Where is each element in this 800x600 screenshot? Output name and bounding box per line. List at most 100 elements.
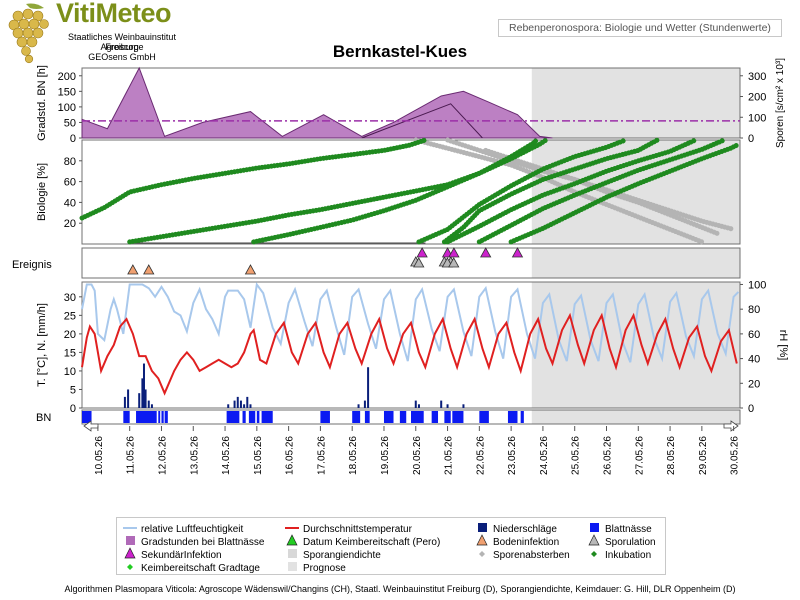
sporenabsterben-series-1: [413, 137, 705, 245]
precipitation-bar: [367, 367, 370, 408]
x-tick-label: 13.05.26: [189, 436, 200, 475]
legend-glyph-diamond: [479, 551, 485, 557]
legend-glyph-triangle: [588, 534, 600, 546]
precipitation-bar: [363, 400, 366, 408]
tick-label-biologie: 80: [64, 156, 76, 168]
legend-glyph-square: [288, 549, 297, 558]
chart-title: Bernkastel-Kues: [332, 42, 468, 61]
legend-glyph-square: [590, 523, 599, 532]
blattnaesse-interval: [452, 411, 464, 423]
bn-label: BN: [36, 412, 51, 424]
org-line-1: Staatliches Weinbauinstitut Freiburg: [68, 32, 176, 52]
legend-label: Gradstunden bei Blattnässe: [141, 537, 265, 548]
vitimeteo-logo: VitiMeteo Staatliches Weinbauinstitut Fr…: [6, 0, 196, 66]
forecast-shade-wx: [531, 282, 740, 408]
precipitation-bar: [141, 378, 144, 408]
forecast-shade-grad: [531, 68, 740, 138]
legend-label: Sporangiendichte: [303, 550, 381, 561]
tick-label-biologie: 40: [64, 197, 76, 209]
legend-glyph-square: [288, 562, 297, 571]
forecast-shade-bn: [531, 410, 740, 424]
inkubation-series-8: [508, 142, 740, 245]
precipitation-bar: [127, 389, 130, 408]
precipitation-bar: [233, 400, 236, 408]
legend-label: Niederschläge: [493, 524, 557, 535]
legend-label: Prognose: [303, 563, 346, 574]
blattnaesse-interval: [444, 411, 451, 423]
precipitation-bar: [142, 363, 145, 408]
ylabel-gradstunden: Gradstd. BN [h]: [36, 65, 48, 141]
precipitation-bar: [150, 404, 153, 408]
x-tick-label: 24.05.26: [539, 436, 550, 475]
x-tick-label: 20.05.26: [412, 436, 423, 475]
tick-label-temperatur: 5: [70, 384, 76, 396]
tick-label-gradstunden: 150: [58, 86, 76, 98]
x-tick-label: 12.05.26: [157, 436, 168, 475]
blattnaesse-interval: [411, 411, 424, 423]
legend-glyph-triangle: [124, 547, 136, 559]
chart-caption: Rebenperonospora: Biologie und Wetter (S…: [498, 19, 782, 37]
forecast-shade-ev: [531, 248, 740, 278]
tick-label-sporen: 300: [748, 71, 766, 83]
x-tick-label: 11.05.26: [126, 436, 137, 475]
precipitation-bar: [417, 404, 420, 408]
grape-icon: [8, 3, 49, 64]
tick-label-rh: 100: [748, 279, 766, 291]
panel-frame-bio: [81, 139, 741, 245]
ylabel-rh: rH [%]: [777, 330, 789, 361]
legend-glyph-triangle: [286, 534, 298, 546]
legend-glyph-triangle: [476, 534, 488, 546]
chart-legend: relative Luftfeuchtigkeit Durchschnittste…: [116, 517, 666, 575]
blattnaesse-interval: [136, 411, 157, 423]
legend-item-rh: relative Luftfeuchtigkeit: [123, 524, 244, 535]
legend-label: Durchschnittstemperatur: [303, 524, 413, 535]
tick-label-sporen: 100: [748, 112, 766, 124]
sekundaerinfektion-marker: [416, 247, 428, 258]
sporulation-marker: [413, 257, 425, 268]
x-tick-label: 29.05.26: [698, 436, 709, 475]
precipitation-bar: [243, 404, 246, 408]
x-tick-label: 28.05.26: [666, 436, 677, 475]
precipitation-bar: [236, 396, 239, 408]
precipitation-bar: [414, 400, 417, 408]
precipitation-bar: [138, 393, 141, 408]
sekundaerinfektion-marker: [480, 247, 492, 258]
gradstunden-area: [81, 66, 553, 139]
x-tick-label: 14.05.26: [221, 436, 232, 475]
panel-frame-wx: [81, 281, 741, 409]
legend-item-gradstunden_fill: Gradstunden bei Blattnässe: [126, 536, 265, 548]
blattnaesse-interval: [164, 411, 168, 423]
precipitation-bar: [144, 389, 147, 408]
ylabel-temperatur: T. [°C], N. [mm/h]: [36, 303, 48, 387]
legend-glyph-square: [478, 523, 487, 532]
x-tick-label: 19.05.26: [380, 436, 391, 475]
blattnaesse-interval: [399, 411, 407, 423]
x-tick-label: 16.05.26: [285, 436, 296, 475]
precipitation-bar: [462, 404, 465, 408]
scroll-right-arrow-icon: [723, 420, 739, 432]
tick-label-rh: 60: [748, 329, 760, 341]
precipitation-bar: [147, 400, 150, 408]
inkubation-series-4: [416, 137, 629, 245]
x-tick-label: 21.05.26: [444, 436, 455, 475]
blattnaesse-interval: [123, 411, 130, 423]
blattnaesse-interval: [248, 411, 256, 423]
tick-label-temperatur: 20: [64, 329, 76, 341]
blattnaesse-interval: [320, 411, 330, 423]
x-tick-label: 18.05.26: [348, 436, 359, 475]
blattnaesse-interval: [431, 411, 439, 423]
inkubation-series-7: [476, 137, 727, 245]
blattnaesse-interval: [256, 411, 260, 423]
precipitation-bar: [227, 404, 230, 408]
ereignis-label: Ereignis: [12, 259, 52, 271]
tick-label-temperatur: 10: [64, 366, 76, 378]
legend-item-keimbereitschaft_datum: Datum Keimbereitschaft (Pero): [286, 534, 440, 548]
blattnaesse-interval: [364, 411, 370, 423]
tick-label-temperatur: 15: [64, 347, 76, 359]
legend-item-sporulation: Sporulation: [588, 534, 656, 548]
legend-item-inkubation: Inkubation: [591, 550, 651, 561]
legend-label: Inkubation: [605, 550, 651, 561]
legend-item-keimbereitschaft_gradtage: Keimbereitschaft Gradtage: [127, 563, 260, 574]
inkubation-series-1: [79, 137, 428, 221]
legend-glyph-diamond: [591, 551, 597, 557]
